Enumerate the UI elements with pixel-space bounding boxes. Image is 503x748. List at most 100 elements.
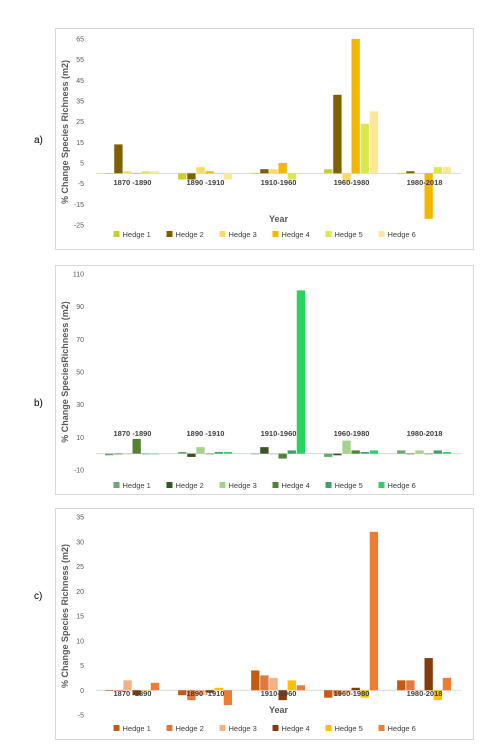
y-tick-label: 5 bbox=[80, 663, 84, 670]
category-label: 1980-2018 bbox=[407, 178, 443, 187]
legend-label: Hedge 3 bbox=[229, 724, 257, 733]
bar bbox=[132, 438, 141, 454]
y-tick-label: 35 bbox=[76, 515, 84, 522]
legend-label: Hedge 1 bbox=[123, 481, 151, 490]
bar bbox=[369, 450, 379, 454]
y-tick-label: 45 bbox=[76, 78, 84, 85]
bar bbox=[105, 173, 114, 174]
category-label: 1890 -1910 bbox=[187, 429, 225, 438]
bar bbox=[223, 173, 233, 180]
bar bbox=[251, 670, 260, 691]
bar bbox=[223, 690, 233, 706]
bar bbox=[205, 453, 214, 455]
category-label: 1890 -1910 bbox=[187, 689, 225, 698]
legend-swatch bbox=[219, 725, 226, 731]
y-tick-label: 20 bbox=[76, 589, 84, 596]
bar bbox=[351, 450, 360, 454]
bar bbox=[415, 450, 424, 454]
legend-swatch bbox=[166, 725, 173, 731]
legend-label: Hedge 6 bbox=[388, 230, 416, 239]
bar bbox=[296, 173, 306, 174]
bar bbox=[287, 680, 296, 691]
legend-label: Hedge 2 bbox=[176, 230, 204, 239]
y-tick-label: 0 bbox=[80, 688, 84, 695]
bar bbox=[324, 690, 333, 698]
legend-label: Hedge 6 bbox=[388, 724, 416, 733]
y-tick-label: 25 bbox=[76, 564, 84, 571]
bar bbox=[150, 171, 160, 174]
bar bbox=[406, 171, 415, 174]
legend-swatch bbox=[113, 482, 120, 488]
chart-a-svg: -25 -15 -5 5 15 25 35 45 55 65 1870 -1890 1890 -191… bbox=[60, 37, 461, 239]
legend-swatch bbox=[325, 725, 332, 731]
legend-swatch bbox=[113, 725, 120, 731]
bar bbox=[433, 690, 442, 701]
bar bbox=[424, 658, 433, 691]
legend-swatch bbox=[113, 231, 120, 237]
bar bbox=[369, 531, 379, 691]
legend-label: Hedge 1 bbox=[123, 230, 151, 239]
y-tick-label: 15 bbox=[76, 614, 84, 621]
bar bbox=[196, 447, 205, 454]
bar bbox=[196, 167, 205, 174]
legend-label: Hedge 2 bbox=[176, 724, 204, 733]
legend-swatch bbox=[272, 482, 279, 488]
legend-label: Hedge 5 bbox=[335, 724, 363, 733]
bar bbox=[406, 453, 415, 455]
panel-a-label: a) bbox=[34, 135, 43, 146]
chart-panel-c: -5 0 5 10 15 20 25 30 35 1870 -1890 1890 -1910 1910… bbox=[55, 508, 474, 740]
y-tick-label: 30 bbox=[76, 539, 84, 546]
category-label: 1910-1960 bbox=[261, 178, 297, 187]
bar bbox=[287, 450, 296, 454]
bar bbox=[415, 173, 424, 174]
category-label: 1910-1960 bbox=[261, 689, 297, 698]
bar bbox=[150, 453, 160, 455]
bar bbox=[260, 447, 269, 454]
bar bbox=[397, 680, 406, 691]
legend-swatch bbox=[166, 482, 173, 488]
bar bbox=[342, 690, 351, 693]
legend-label: Hedge 1 bbox=[123, 724, 151, 733]
legend-swatch bbox=[219, 231, 226, 237]
legend-label: Hedge 2 bbox=[176, 481, 204, 490]
bar bbox=[333, 453, 342, 456]
bar bbox=[123, 453, 132, 455]
y-tick-label: 55 bbox=[76, 57, 84, 64]
bar bbox=[205, 690, 214, 693]
bar bbox=[114, 144, 123, 174]
legend-label: Hedge 3 bbox=[229, 230, 257, 239]
category-label: 1890 -1910 bbox=[187, 178, 225, 187]
legend-label: Hedge 4 bbox=[282, 230, 310, 239]
y-tick-label: 65 bbox=[76, 37, 84, 44]
bar bbox=[278, 163, 287, 174]
y-tick-label: 35 bbox=[76, 99, 84, 106]
bar bbox=[123, 680, 132, 691]
bar bbox=[342, 440, 351, 454]
bar bbox=[214, 173, 223, 174]
y-tick-label: 10 bbox=[76, 638, 84, 645]
bar bbox=[296, 290, 306, 454]
bar bbox=[132, 173, 141, 174]
bar bbox=[442, 452, 452, 454]
bar bbox=[132, 690, 141, 696]
category-label: 1980-2018 bbox=[407, 429, 443, 438]
bar bbox=[251, 453, 260, 455]
bar bbox=[333, 94, 342, 174]
bar bbox=[105, 690, 114, 691]
legend-label: Hedge 6 bbox=[388, 481, 416, 490]
legend-swatch bbox=[219, 482, 226, 488]
bar bbox=[214, 452, 223, 454]
y-tick-label: 30 bbox=[76, 402, 84, 409]
bar bbox=[251, 173, 260, 174]
legend-label: Hedge 3 bbox=[229, 481, 257, 490]
category-label: 1960-1980 bbox=[334, 178, 370, 187]
y-tick-label: 15 bbox=[76, 140, 84, 147]
bar bbox=[351, 687, 360, 691]
legend-swatch bbox=[378, 231, 385, 237]
legend-label: Hedge 4 bbox=[282, 724, 310, 733]
legend-swatch bbox=[166, 231, 173, 237]
bar bbox=[296, 685, 306, 691]
bar bbox=[123, 171, 132, 174]
bar bbox=[269, 677, 278, 691]
bar bbox=[424, 173, 433, 219]
